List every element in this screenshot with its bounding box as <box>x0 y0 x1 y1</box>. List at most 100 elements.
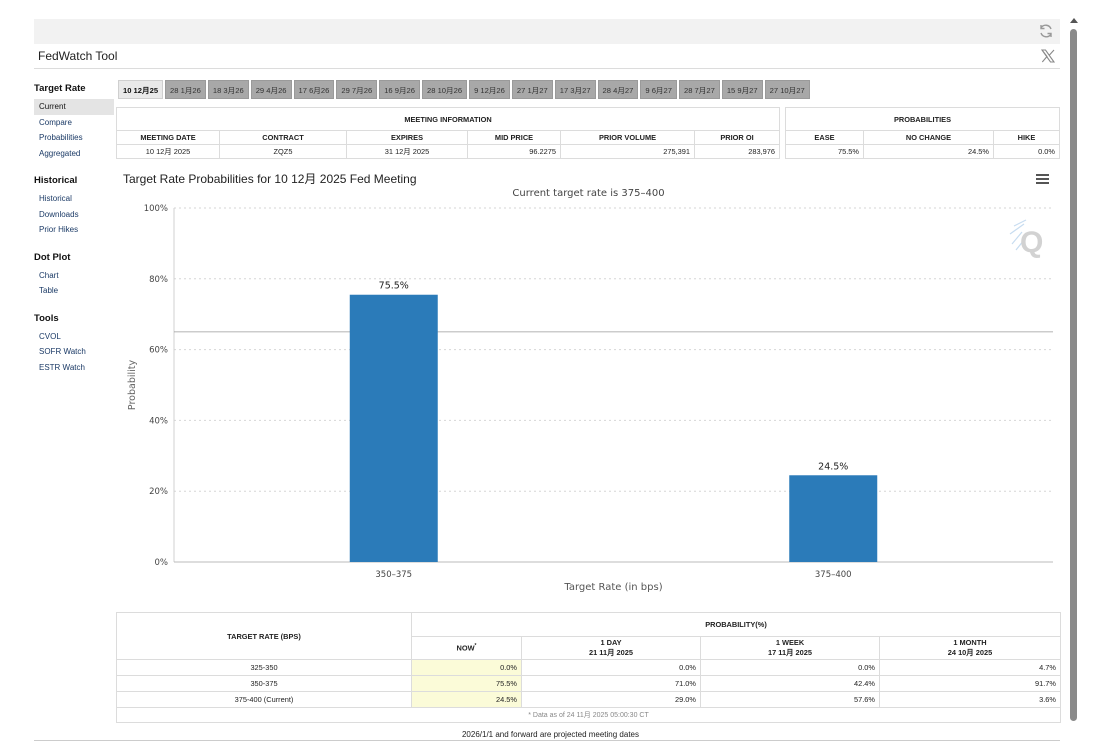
bar <box>349 294 438 562</box>
probability-cell: 4.7% <box>879 659 1061 676</box>
meeting-tab[interactable]: 17 3月27 <box>554 80 596 99</box>
probability-cell: 29.0% <box>521 691 701 708</box>
scroll-thumb[interactable] <box>1070 29 1077 721</box>
table-row: 350-375 75.5% 71.0% 42.4% 91.7% <box>116 675 1061 692</box>
x-tick-label: 375–400 <box>815 570 852 580</box>
meeting-tab[interactable]: 9 12月26 <box>469 80 510 99</box>
data-timestamp-note: * Data as of 24 11月 2025 05:00:30 CT <box>116 707 1061 723</box>
q-logo-icon: Q <box>1009 219 1043 259</box>
top-toolbar <box>34 19 1060 44</box>
col-1-week: 1 WEEK 17 11月 2025 <box>700 636 880 660</box>
meeting-tab[interactable]: 28 10月26 <box>422 80 468 99</box>
col-prior-volume: PRIOR VOLUME <box>560 130 695 145</box>
col-expires: EXPIRES <box>346 130 468 145</box>
sidebar-group: Target Rate Current Compare Probabilities Ag… <box>34 80 114 161</box>
col-prior-oi: PRIOR OI <box>694 130 780 145</box>
sidebar-heading: Dot Plot <box>34 251 71 263</box>
sidebar-item-downloads[interactable]: Downloads <box>39 209 79 219</box>
col-ease: EASE <box>785 130 864 145</box>
sidebar-item-compare[interactable]: Compare <box>39 117 72 127</box>
now-footnote-mark: * <box>474 643 477 650</box>
meeting-tab[interactable]: 15 9月27 <box>721 80 763 99</box>
col-1-month-date: 24 10月 2025 <box>947 648 993 657</box>
meeting-tab[interactable]: 29 7月26 <box>336 80 378 99</box>
x-axis-title: Target Rate (in bps) <box>563 582 662 593</box>
col-now: NOW* <box>411 636 522 660</box>
sidebar-item-probabilities[interactable]: Probabilities <box>39 133 83 142</box>
target-rate-header: TARGET RATE (BPS) <box>116 612 412 660</box>
expires-value: 31 12月 2025 <box>346 144 468 159</box>
meeting-tab[interactable]: 27 10月27 <box>764 80 810 99</box>
meeting-tab[interactable]: 29 4月26 <box>250 80 292 99</box>
probability-cell: 75.5% <box>411 675 522 692</box>
meeting-tab[interactable]: 18 3月26 <box>207 80 249 99</box>
col-meeting-date: MEETING DATE <box>116 130 220 145</box>
meeting-tab[interactable]: 9 6月27 <box>640 80 677 99</box>
data-label: 75.5% <box>379 281 409 292</box>
col-1-week-label: 1 WEEK <box>775 638 805 647</box>
sidebar-group: Historical Historical Downloads Prior Hikes <box>34 172 114 238</box>
scroll-up-arrow-icon[interactable] <box>1070 18 1078 23</box>
col-1-day: 1 DAY 21 11月 2025 <box>521 636 701 660</box>
sidebar-nav: Target Rate Current Compare Probabilities Ag… <box>34 80 114 386</box>
hike-value: 0.0% <box>993 144 1060 159</box>
logo-stroke <box>1011 231 1023 245</box>
now-label: NOW <box>456 643 475 653</box>
probability-cell: 71.0% <box>521 675 701 692</box>
x-logo-icon[interactable] <box>1040 48 1056 64</box>
footer-divider <box>34 740 1060 741</box>
meeting-tab[interactable]: 27 1月27 <box>511 80 553 99</box>
sidebar-item-aggregated[interactable]: Aggregated <box>39 148 81 158</box>
sidebar-item-chart[interactable]: Chart <box>39 270 59 280</box>
meeting-tab[interactable]: 28 7月27 <box>678 80 720 99</box>
chart-subtitle: Current target rate is 375–400 <box>512 188 665 199</box>
col-hike: HIKE <box>993 130 1060 145</box>
x-tick-label: 350–375 <box>375 570 412 580</box>
y-tick-label: 0% <box>155 558 169 568</box>
col-1-month: 1 MONTH 24 10月 2025 <box>879 636 1061 660</box>
meeting-tab[interactable]: 10 12月25 <box>118 80 164 99</box>
target-rate-cell: 375-400 (Current) <box>116 691 412 708</box>
col-1-month-label: 1 MONTH <box>953 638 987 647</box>
probability-chart: Target Rate Probabilities for 10 12月 202… <box>116 166 1061 606</box>
probability-cell: 0.0% <box>521 659 701 676</box>
target-rate-cell: 325-350 <box>116 659 412 676</box>
sidebar-item-prior-hikes[interactable]: Prior Hikes <box>39 225 79 234</box>
probability-group-header: PROBABILITY(%) <box>411 612 1061 637</box>
meeting-info-header: MEETING INFORMATION <box>116 107 780 131</box>
vertical-scrollbar[interactable] <box>1067 15 1081 721</box>
table-row: 375-400 (Current) 24.5% 29.0% 57.6% 3.6% <box>116 691 1061 708</box>
sidebar-item-table[interactable]: Table <box>39 286 59 295</box>
refresh-icon[interactable] <box>1038 23 1054 39</box>
title-row: FedWatch Tool <box>34 44 1060 69</box>
sidebar-heading: Target Rate <box>34 83 86 94</box>
meeting-tab[interactable]: 17 6月26 <box>293 80 335 99</box>
sidebar-item-estr-watch[interactable]: ESTR Watch <box>39 362 85 372</box>
sidebar-item-sofr-watch[interactable]: SOFR Watch <box>39 347 86 356</box>
bar <box>789 475 878 562</box>
sidebar-group: Dot Plot Chart Table <box>34 249 114 299</box>
y-tick-label: 80% <box>149 275 168 285</box>
probability-cell: 0.0% <box>411 659 522 676</box>
meeting-tab[interactable]: 28 4月27 <box>597 80 639 99</box>
y-tick-label: 60% <box>149 346 168 356</box>
sidebar-item-historical[interactable]: Historical <box>39 194 72 203</box>
contract-value: ZQZ5 <box>219 144 347 159</box>
hamburger-menu-icon[interactable] <box>1036 174 1049 184</box>
col-1-day-label: 1 DAY <box>600 638 622 647</box>
target-rate-cell: 350-375 <box>116 675 412 692</box>
probability-history-table: TARGET RATE (BPS) PROBABILITY(%) NOW* 1 … <box>116 612 1061 723</box>
probability-cell: 0.0% <box>700 659 880 676</box>
meeting-tab[interactable]: 28 1月26 <box>165 80 206 99</box>
sidebar-group: Tools CVOL SOFR Watch ESTR Watch <box>34 310 114 376</box>
logo-stroke <box>1013 219 1027 227</box>
probability-cell: 3.6% <box>879 691 1061 708</box>
logo-stroke <box>1009 223 1025 235</box>
sidebar-heading: Tools <box>34 312 59 324</box>
meeting-tab[interactable]: 16 9月26 <box>379 80 421 99</box>
ease-value: 75.5% <box>785 144 864 159</box>
sidebar-item-cvol[interactable]: CVOL <box>39 331 61 341</box>
sidebar-item-current[interactable]: Current <box>34 99 114 115</box>
col-mid-price: MID PRICE <box>467 130 561 145</box>
probability-cell: 91.7% <box>879 675 1061 692</box>
